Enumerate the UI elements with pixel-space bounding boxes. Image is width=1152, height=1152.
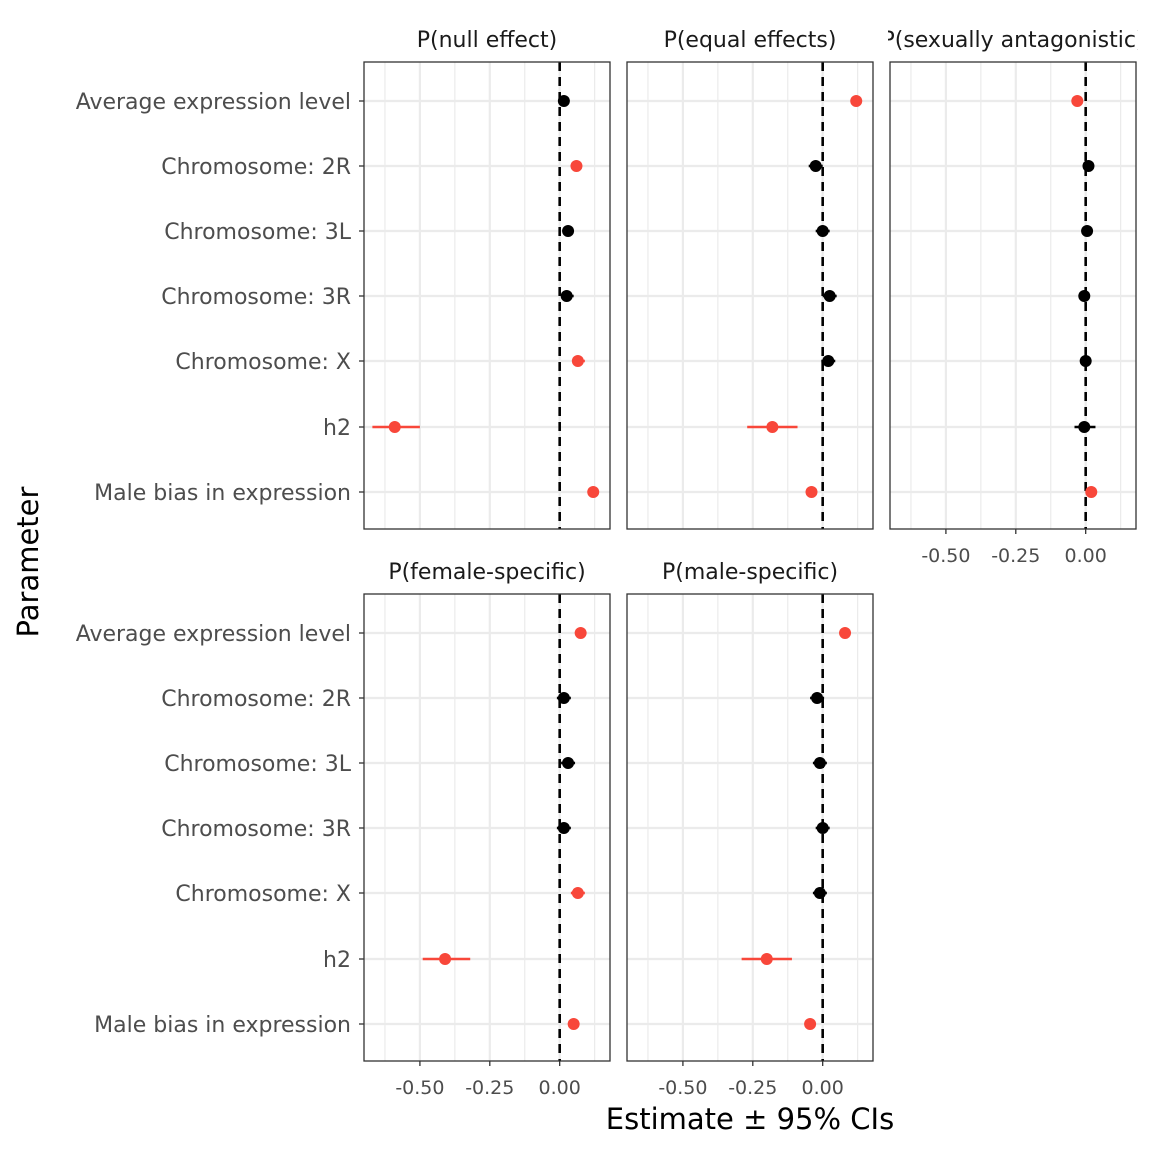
estimate-point <box>809 160 822 172</box>
y-axis-title: Parameter <box>11 486 45 637</box>
facet-data-marks <box>747 95 863 498</box>
estimate-point <box>557 822 570 834</box>
facet-strip-title: P(sexually antagonistic) <box>881 28 1144 53</box>
facet-data-marks <box>1071 95 1098 498</box>
estimate-point <box>839 627 852 639</box>
estimate-point <box>388 421 401 433</box>
y-tick-label: Chromosome: 3L <box>164 220 352 245</box>
y-tick-label: Chromosome: 2R <box>161 687 351 712</box>
y-tick-label: Average expression level <box>76 622 351 647</box>
estimate-point <box>574 627 587 639</box>
y-tick-label: h2 <box>323 416 351 441</box>
estimate-point <box>560 290 573 302</box>
estimate-point <box>1079 355 1092 367</box>
x-tick-label: -0.25 <box>728 1077 777 1099</box>
estimate-point <box>571 887 584 899</box>
facet-strip-title: P(female-specific) <box>388 560 585 585</box>
facet-strip-title: P(equal effects) <box>664 28 837 53</box>
estimate-point <box>570 160 583 172</box>
y-tick-label: Chromosome: X <box>175 350 351 375</box>
panel-border <box>626 593 874 1062</box>
estimate-point <box>557 95 570 107</box>
estimate-point <box>816 822 829 834</box>
facet-panel: P(male-specific) -0.50 -0.25 0.00 <box>626 560 874 1099</box>
x-tick-label: 0.00 <box>539 1077 581 1099</box>
panel-border <box>626 61 874 530</box>
facet-strip-title: P(male-specific) <box>662 560 838 585</box>
estimate-point <box>766 421 779 433</box>
y-tick-label: Chromosome: 3R <box>161 817 351 842</box>
estimate-point <box>557 692 570 704</box>
facet-data-marks <box>372 95 600 498</box>
estimate-point <box>562 225 575 237</box>
x-tick-label: -0.25 <box>991 545 1040 567</box>
estimate-point <box>823 290 836 302</box>
x-axis-title: Estimate ± 95% CIs <box>606 1102 894 1136</box>
facet-panel: P(sexually antagonistic) -0.50 -0.25 0.00 <box>881 28 1144 567</box>
facet-panel: P(null effect) Average expression level Ch… <box>76 28 611 530</box>
x-tick-label: 0.00 <box>802 1077 844 1099</box>
facet-panel: P(equal effects) <box>626 28 874 530</box>
estimate-point <box>804 1018 817 1030</box>
x-tick-label: 0.00 <box>1065 545 1107 567</box>
estimate-point <box>567 1018 580 1030</box>
facet-strip-title: P(null effect) <box>417 28 558 53</box>
estimate-point <box>816 225 829 237</box>
x-tick-label: -0.50 <box>395 1077 444 1099</box>
x-tick-label: -0.50 <box>658 1077 707 1099</box>
x-tick-label: -0.25 <box>465 1077 514 1099</box>
y-tick-label: Male bias in expression <box>94 1013 351 1038</box>
estimate-point <box>587 486 600 498</box>
estimate-point <box>813 757 826 769</box>
estimate-point <box>562 757 575 769</box>
estimate-point <box>1082 160 1095 172</box>
y-tick-label: Chromosome: 3L <box>164 752 352 777</box>
y-tick-label: Average expression level <box>76 90 351 115</box>
y-tick-label: h2 <box>323 948 351 973</box>
estimate-point <box>850 95 863 107</box>
estimate-point <box>811 692 824 704</box>
x-tick-label: -0.50 <box>921 545 970 567</box>
facet-data-marks <box>741 627 852 1030</box>
estimate-point <box>1085 486 1098 498</box>
panel-border <box>889 61 1137 530</box>
estimate-point <box>1078 421 1091 433</box>
estimate-point <box>822 355 835 367</box>
y-tick-label: Chromosome: 2R <box>161 155 351 180</box>
y-tick-label: Male bias in expression <box>94 481 351 506</box>
facet-panel: P(female-specific) Average expression lev… <box>76 560 611 1099</box>
estimate-point <box>1078 290 1091 302</box>
estimate-point <box>760 953 773 965</box>
facet-data-marks <box>422 627 587 1030</box>
y-tick-label: Chromosome: X <box>175 882 351 907</box>
estimate-point <box>1081 225 1094 237</box>
y-tick-label: Chromosome: 3R <box>161 285 351 310</box>
estimate-point <box>805 486 818 498</box>
estimate-point <box>439 953 452 965</box>
estimate-point <box>1071 95 1084 107</box>
estimate-point <box>813 887 826 899</box>
estimate-point <box>571 355 584 367</box>
